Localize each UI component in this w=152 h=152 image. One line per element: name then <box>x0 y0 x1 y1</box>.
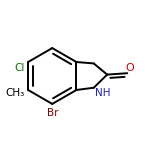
Text: Br: Br <box>47 108 58 118</box>
Text: NH: NH <box>95 88 111 98</box>
Text: Cl: Cl <box>14 63 24 73</box>
Text: CH₃: CH₃ <box>5 88 24 98</box>
Text: O: O <box>125 63 134 73</box>
